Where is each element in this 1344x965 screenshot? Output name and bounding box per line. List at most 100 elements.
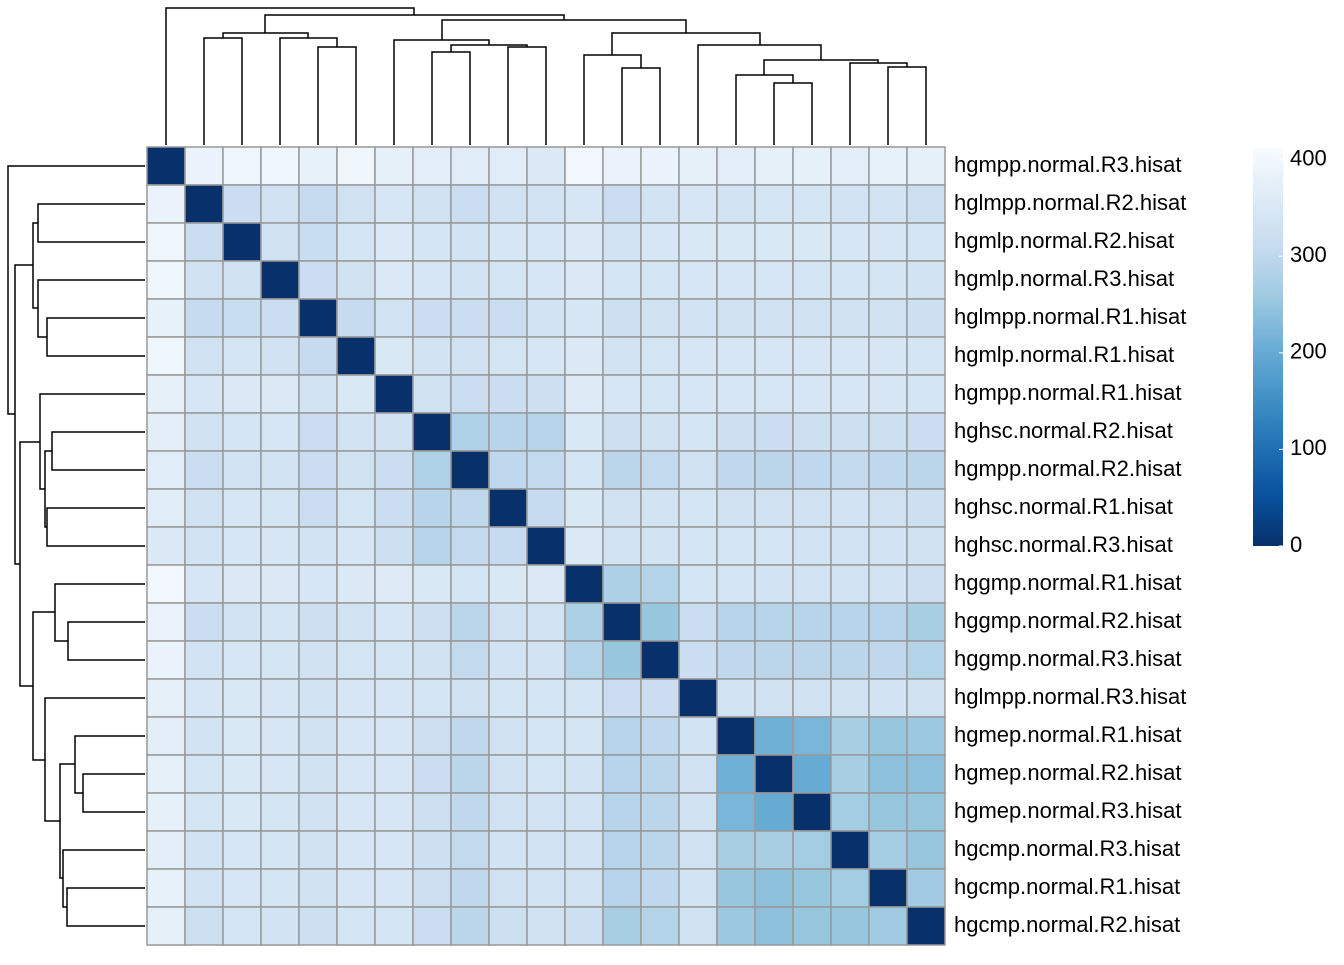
heatmap-cell [374, 260, 414, 300]
heatmap-cell [602, 716, 642, 756]
heatmap-cell [450, 374, 490, 414]
heatmap-cell [336, 868, 376, 908]
heatmap-cell [754, 488, 794, 528]
heatmap-cell [602, 754, 642, 794]
heatmap-cell [184, 716, 224, 756]
heatmap-cell [754, 526, 794, 566]
heatmap-cell [298, 184, 338, 224]
heatmap-cell [222, 792, 262, 832]
heatmap-cell [906, 526, 946, 566]
heatmap-cell [792, 298, 832, 338]
heatmap-cell [336, 222, 376, 262]
colorbar-tick-label: 200 [1290, 339, 1327, 364]
heatmap-cell [906, 640, 946, 680]
heatmap-cell [526, 868, 566, 908]
heatmap-cell [526, 488, 566, 528]
heatmap-cell [830, 450, 870, 490]
heatmap-cell [678, 906, 718, 946]
heatmap-cell [564, 564, 604, 604]
heatmap-cell [526, 716, 566, 756]
heatmap-cell [222, 640, 262, 680]
heatmap-cell [754, 792, 794, 832]
heatmap-cell [564, 640, 604, 680]
heatmap-cell [184, 450, 224, 490]
heatmap-cell [184, 906, 224, 946]
heatmap-cell [488, 488, 528, 528]
heatmap-cell [678, 260, 718, 300]
heatmap-cell [336, 678, 376, 718]
heatmap-cell [868, 146, 908, 186]
heatmap-cell [792, 602, 832, 642]
heatmap-cell [146, 488, 186, 528]
heatmap-cell [526, 336, 566, 376]
column-dendrogram [165, 7, 927, 145]
heatmap-cell [792, 146, 832, 186]
heatmap-cell [868, 868, 908, 908]
heatmap-cell [754, 260, 794, 300]
heatmap-cell [678, 298, 718, 338]
heatmap-cell [868, 906, 908, 946]
heatmap-cell [450, 602, 490, 642]
heatmap-cell [374, 146, 414, 186]
heatmap-cell [488, 412, 528, 452]
heatmap-cell [526, 792, 566, 832]
heatmap-cell [754, 374, 794, 414]
heatmap-cell [146, 336, 186, 376]
heatmap-cell [716, 298, 756, 338]
heatmap-cell [792, 754, 832, 794]
heatmap-cell [260, 526, 300, 566]
row-label: hgcmp.normal.R3.hisat [954, 836, 1180, 861]
heatmap-cell [336, 792, 376, 832]
row-label: hglmpp.normal.R1.hisat [954, 304, 1186, 329]
heatmap-cell [374, 602, 414, 642]
heatmap-cell [640, 146, 680, 186]
heatmap-cell [716, 906, 756, 946]
heatmap-cell [678, 412, 718, 452]
heatmap-cell [868, 754, 908, 794]
heatmap-cell [374, 792, 414, 832]
heatmap-cell [678, 792, 718, 832]
heatmap-cell [146, 146, 186, 186]
heatmap-cell [830, 754, 870, 794]
heatmap-cell [792, 792, 832, 832]
heatmap-cell [146, 906, 186, 946]
heatmap-cell [412, 526, 452, 566]
heatmap-cell [260, 602, 300, 642]
heatmap-cell [222, 336, 262, 376]
heatmap-cell [374, 564, 414, 604]
heatmap-cell [488, 146, 528, 186]
heatmap-cell [792, 374, 832, 414]
heatmap-cell [716, 792, 756, 832]
row-label: hghsc.normal.R1.hisat [954, 494, 1173, 519]
heatmap-cell [488, 374, 528, 414]
heatmap-cell [830, 222, 870, 262]
heatmap-cell [640, 640, 680, 680]
heatmap-cell [602, 488, 642, 528]
heatmap-cell [336, 260, 376, 300]
heatmap-cell [298, 488, 338, 528]
heatmap-cell [754, 602, 794, 642]
heatmap-cell [374, 830, 414, 870]
heatmap-cell [830, 602, 870, 642]
heatmap-cell [450, 792, 490, 832]
heatmap-cell [146, 450, 186, 490]
heatmap-cell [906, 450, 946, 490]
heatmap-cell [412, 222, 452, 262]
heatmap-cell [336, 716, 376, 756]
heatmap-cell [374, 450, 414, 490]
heatmap-cell [450, 830, 490, 870]
row-label: hgmpp.normal.R1.hisat [954, 380, 1181, 405]
heatmap-cell [640, 184, 680, 224]
heatmap-cell [640, 260, 680, 300]
heatmap-cell [260, 260, 300, 300]
heatmap-cell [298, 450, 338, 490]
heatmap-cell [260, 412, 300, 452]
heatmap-cell [488, 602, 528, 642]
heatmap-cell [716, 564, 756, 604]
heatmap-cell [336, 526, 376, 566]
heatmap-cell [184, 526, 224, 566]
heatmap-cell [412, 450, 452, 490]
heatmap-cell [868, 792, 908, 832]
heatmap-cell [146, 222, 186, 262]
heatmap-cell [374, 298, 414, 338]
